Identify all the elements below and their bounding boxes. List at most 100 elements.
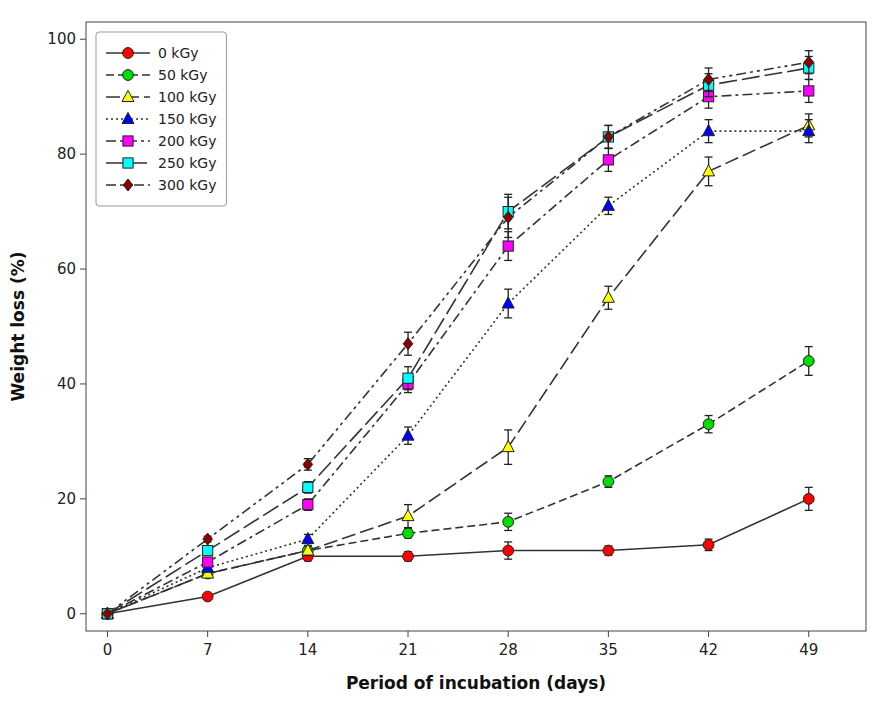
x-tick-label: 14 <box>298 641 317 659</box>
legend-label: 50 kGy <box>158 67 208 83</box>
legend-label: 300 kGy <box>158 177 216 193</box>
y-tick-label: 80 <box>57 145 76 163</box>
series <box>103 51 814 620</box>
x-tick <box>107 631 108 637</box>
point <box>703 539 714 550</box>
point <box>203 545 213 555</box>
point <box>402 509 414 520</box>
point <box>603 476 614 487</box>
point <box>203 557 213 567</box>
point <box>403 373 413 383</box>
point <box>302 544 314 555</box>
series-line <box>107 91 808 614</box>
point <box>303 500 313 510</box>
point <box>603 545 614 556</box>
series <box>101 114 814 618</box>
legend-label: 250 kGy <box>158 155 216 171</box>
x-axis-label: Period of incubation (days) <box>346 673 606 693</box>
point <box>803 356 814 367</box>
x-tick-label: 0 <box>103 641 113 659</box>
legend-label: 0 kGy <box>158 45 199 61</box>
point <box>503 516 514 527</box>
series-line <box>107 499 808 614</box>
legend-marker <box>123 179 133 191</box>
y-tick <box>80 39 86 40</box>
series-line <box>107 361 808 614</box>
point <box>604 131 614 143</box>
legend-marker <box>123 136 133 146</box>
point <box>804 56 814 68</box>
point <box>103 608 113 620</box>
legend-box <box>96 32 226 206</box>
point <box>502 297 514 308</box>
x-tick-label: 7 <box>203 641 213 659</box>
y-tick-label: 60 <box>57 260 76 278</box>
y-tick-label: 100 <box>47 30 76 48</box>
x-tick <box>808 631 809 637</box>
point <box>303 482 313 492</box>
series <box>102 79 813 618</box>
y-tick <box>80 269 86 270</box>
series <box>102 487 814 619</box>
point <box>503 241 513 251</box>
point <box>202 591 213 602</box>
x-tick <box>708 631 709 637</box>
point <box>502 441 514 452</box>
x-tick <box>608 631 609 637</box>
error-bar <box>504 197 512 237</box>
point <box>402 429 414 440</box>
error-bar <box>404 332 412 355</box>
plot-area <box>101 51 814 620</box>
y-tick <box>80 383 86 384</box>
point <box>302 532 314 543</box>
y-tick-label: 20 <box>57 490 76 508</box>
point <box>602 199 614 210</box>
x-tick <box>207 631 208 637</box>
point <box>602 291 614 302</box>
x-tick-label: 21 <box>398 641 417 659</box>
plot-frame <box>86 22 866 631</box>
point <box>703 125 715 136</box>
point <box>703 165 715 176</box>
point <box>303 458 313 470</box>
x-tick-label: 28 <box>499 641 518 659</box>
y-tick <box>80 613 86 614</box>
x-tick-label: 35 <box>599 641 618 659</box>
y-tick <box>80 154 86 155</box>
error-bar <box>304 459 312 470</box>
series-line <box>107 62 808 614</box>
series <box>102 56 813 618</box>
legend-marker <box>122 112 134 123</box>
y-tick <box>80 498 86 499</box>
axes: 07142128354249020406080100 <box>47 30 818 659</box>
legend-label: 100 kGy <box>158 89 216 105</box>
legend-label: 200 kGy <box>158 133 216 149</box>
error-bar <box>604 125 612 148</box>
y-axis-label: Weight loss (%) <box>8 251 28 401</box>
error-bar <box>604 125 612 148</box>
point <box>603 155 613 165</box>
x-tick <box>408 631 409 637</box>
point <box>403 551 414 562</box>
legend: 0 kGy 50 kGy 100 kGy 150 kGy 200 kGy 250 kGy 3… <box>96 32 226 206</box>
legend-marker <box>123 158 133 168</box>
point <box>203 533 213 545</box>
point <box>503 211 513 223</box>
point <box>804 86 814 96</box>
legend-marker <box>123 70 134 81</box>
point <box>403 528 414 539</box>
point <box>803 125 815 136</box>
point <box>704 73 714 85</box>
chart: 07142128354249020406080100Period of incu… <box>0 0 888 707</box>
x-tick <box>508 631 509 637</box>
error-bar <box>705 68 713 91</box>
y-tick-label: 0 <box>66 605 76 623</box>
x-tick <box>307 631 308 637</box>
x-tick-label: 42 <box>699 641 718 659</box>
x-tick-label: 49 <box>799 641 818 659</box>
series <box>102 347 814 620</box>
legend-marker <box>122 90 134 101</box>
point <box>603 132 613 142</box>
point <box>803 493 814 504</box>
legend-label: 150 kGy <box>158 111 216 127</box>
